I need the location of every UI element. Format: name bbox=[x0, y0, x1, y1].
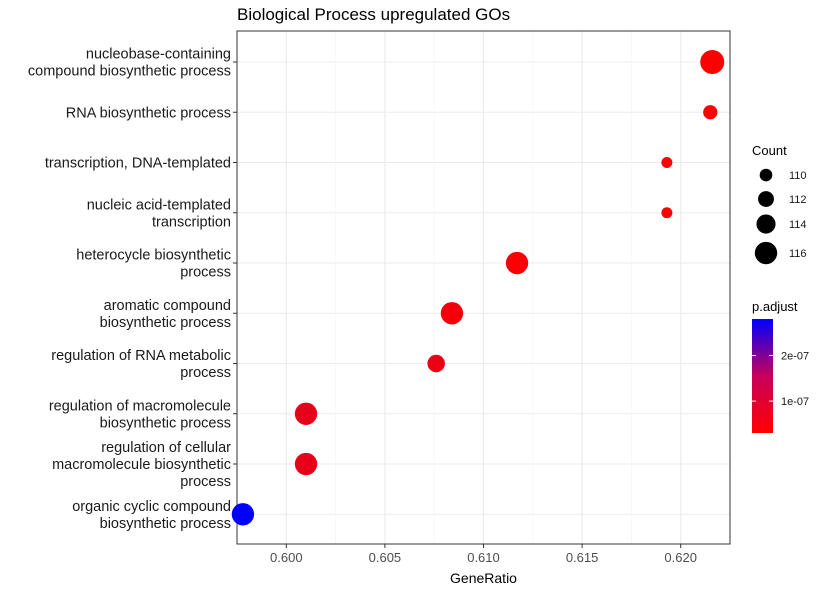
color-legend-bar bbox=[752, 319, 773, 433]
y-tick-label-line: transcription, DNA-templated bbox=[45, 156, 231, 172]
y-tick-label-line: process bbox=[180, 265, 231, 281]
y-tick-label-line: RNA biosynthetic process bbox=[66, 105, 231, 121]
size-legend-key bbox=[758, 191, 774, 207]
y-tick-label: aromatic compound biosynthetic process bbox=[100, 298, 231, 331]
y-tick-label-line: compound biosynthetic process bbox=[28, 64, 231, 80]
y-tick-label-line: transcription bbox=[152, 214, 231, 230]
y-axis-ticks bbox=[233, 61, 237, 515]
data-point bbox=[505, 251, 529, 275]
data-point bbox=[661, 207, 673, 219]
y-tick-label: regulation of RNA metabolic process bbox=[51, 348, 231, 381]
y-tick-label: organic cyclic compound biosynthetic proc… bbox=[72, 499, 231, 532]
y-tick-label-line: process bbox=[180, 365, 231, 381]
x-tick-label: 0.615 bbox=[566, 550, 599, 565]
y-tick-label: transcription, DNA-templated bbox=[45, 156, 231, 172]
y-tick-label-line: nucleobase-containing bbox=[86, 47, 231, 63]
y-tick-label-line: process bbox=[180, 474, 231, 490]
y-tick-label-line: biosynthetic process bbox=[100, 516, 231, 532]
y-tick-label-line: nucleic acid-templated bbox=[87, 197, 231, 213]
color-legend-label: 1e-07 bbox=[781, 396, 809, 408]
data-point bbox=[294, 452, 318, 476]
size-legend: Count 110 112 114 116 bbox=[752, 143, 807, 265]
size-legend-label: 116 bbox=[789, 248, 807, 260]
y-tick-label: nucleic acid-templated transcription bbox=[87, 197, 231, 230]
y-tick-label-line: macromolecule biosynthetic bbox=[52, 457, 231, 473]
y-axis-labels: nucleobase-containing compound biosynthet… bbox=[28, 47, 231, 532]
data-point bbox=[703, 105, 718, 120]
x-tick-label: 0.600 bbox=[270, 550, 303, 565]
y-tick-label-line: regulation of RNA metabolic bbox=[51, 348, 231, 364]
x-tick-label: 0.610 bbox=[467, 550, 500, 565]
x-tick-label: 0.605 bbox=[369, 550, 402, 565]
size-legend-label: 110 bbox=[789, 170, 807, 182]
y-tick-label: RNA biosynthetic process bbox=[66, 105, 231, 121]
size-legend-key bbox=[759, 168, 773, 182]
x-axis-ticks: 0.600 0.605 0.610 0.615 0.620 bbox=[270, 544, 697, 565]
data-point bbox=[427, 354, 445, 373]
chart-title: Biological Process upregulated GOs bbox=[237, 5, 510, 24]
y-tick-label-line: biosynthetic process bbox=[100, 415, 231, 431]
y-tick-label-line: regulation of cellular bbox=[101, 440, 231, 456]
y-tick-label: nucleobase-containing compound biosynthet… bbox=[28, 47, 231, 80]
y-tick-label-line: biosynthetic process bbox=[100, 315, 231, 331]
color-legend-label: 2e-07 bbox=[781, 350, 809, 362]
data-point bbox=[700, 50, 725, 74]
y-tick-label-line: organic cyclic compound bbox=[72, 499, 231, 515]
data-point bbox=[440, 302, 464, 325]
x-tick-label: 0.620 bbox=[664, 550, 697, 565]
x-axis-title: GeneRatio bbox=[450, 570, 517, 586]
size-legend-label: 114 bbox=[789, 219, 807, 231]
y-tick-label: heterocycle biosynthetic process bbox=[76, 248, 231, 281]
plot-grid bbox=[237, 31, 731, 544]
data-points bbox=[231, 50, 725, 526]
data-point bbox=[661, 157, 673, 168]
data-point bbox=[231, 503, 255, 526]
y-tick-label-line: regulation of macromolecule bbox=[49, 398, 231, 414]
y-tick-label-line: heterocycle biosynthetic bbox=[76, 248, 231, 264]
size-legend-label: 112 bbox=[789, 194, 807, 206]
y-tick-label-line: aromatic compound bbox=[104, 298, 231, 314]
y-tick-label: regulation of macromolecule biosynthetic … bbox=[49, 398, 231, 431]
size-legend-key bbox=[754, 241, 778, 265]
size-legend-key bbox=[756, 214, 776, 234]
color-legend: p.adjust 2e-07 1e-07 bbox=[752, 299, 809, 433]
size-legend-title: Count bbox=[752, 143, 787, 158]
color-legend-title: p.adjust bbox=[752, 299, 798, 314]
y-tick-label: regulation of cellular macromolecule bios… bbox=[52, 440, 231, 490]
data-point bbox=[294, 402, 318, 425]
